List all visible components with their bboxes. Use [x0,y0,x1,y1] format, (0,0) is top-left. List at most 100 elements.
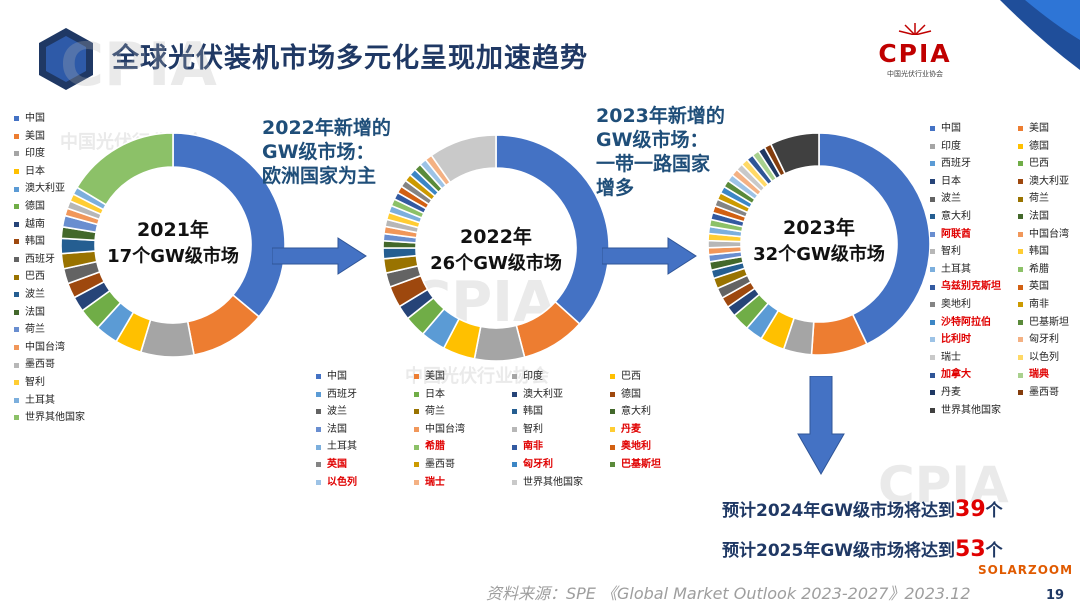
legend-label: 巴基斯坦 [621,458,661,470]
legend-item: 丹麦 [610,421,690,439]
legend-label: 丹麦 [941,386,961,398]
legend-item: 法国 [1018,208,1080,226]
legend-2022: 中国 美国 印度 巴西 西班牙 日本 澳大利亚 德国 波兰 荷兰 韩国 意大利 法国 中国台湾 智利 丹麦 土耳… [316,368,690,491]
legend-item: 越南 [14,216,85,234]
legend-swatch [316,444,321,450]
legend-item: 中国台湾 [1018,226,1080,244]
legend-item: 巴西 [610,368,690,386]
legend-item: 匈牙利 [1018,331,1080,349]
legend-label: 土耳其 [25,394,55,406]
legend-item: 意大利 [610,403,690,421]
legend-item: 美国 [14,128,85,146]
legend-item: 世界其他国家 [512,474,610,492]
legend-swatch [14,169,19,175]
legend-item: 荷兰 [1018,190,1080,208]
legend-label: 德国 [621,388,641,400]
legend-swatch [14,362,19,368]
legend-label: 波兰 [25,288,45,300]
annotation-line: 2023年新增的 [596,105,725,127]
legend-swatch [414,479,419,485]
hexagon-logo-icon [39,28,93,90]
legend-label: 韩国 [1029,246,1049,258]
legend-label: 日本 [25,165,45,177]
legend-item: 韩国 [14,233,85,251]
legend-swatch [930,214,935,220]
legend-item: 丹麦 [930,384,1018,402]
legend-item: 土耳其 [930,261,1018,279]
legend-item: 美国 [1018,120,1080,138]
legend-item: 波兰 [930,190,1018,208]
donut-center-label-2021: 2021年 17个GW级市场 [93,215,253,268]
legend-swatch [610,391,615,397]
legend-swatch [1018,214,1023,220]
legend-swatch [930,284,935,290]
legend-label: 巴西 [1029,158,1049,170]
legend-label: 巴基斯坦 [1029,316,1069,328]
legend-item: 印度 [930,138,1018,156]
legend-swatch [1018,126,1023,132]
legend-label: 中国台湾 [25,341,65,353]
legend-swatch [930,355,935,361]
legend-swatch [930,249,935,255]
legend-swatch [14,380,19,386]
annotation-line: GW级市场： [262,141,375,163]
legend-item: 南非 [512,438,610,456]
legend-label: 越南 [25,218,45,230]
legend-item: 智利 [14,374,85,392]
legend-label: 智利 [25,376,45,388]
legend-label: 智利 [941,246,961,258]
legend-item: 美国 [414,368,512,386]
page-title: 全球光伏装机市场多元化呈现加速趋势 [112,43,588,74]
donut-slice [473,324,526,362]
legend-label: 法国 [1029,210,1049,222]
legend-label: 德国 [1029,140,1049,152]
legend-item: 瑞士 [414,474,512,492]
legend-swatch [930,143,935,149]
legend-item: 波兰 [14,286,85,304]
legend-swatch [14,257,19,263]
legend-label: 墨西哥 [425,458,455,470]
legend-label: 土耳其 [941,263,971,275]
donut-slice [75,132,174,206]
donut-center-year: 2022年 [460,226,532,248]
legend-label: 沙特阿拉伯 [941,316,991,328]
legend-label: 澳大利亚 [25,183,65,195]
donut-center-count: 32个GW级市场 [753,244,885,265]
legend-label: 瑞典 [1029,369,1049,381]
legend-swatch [930,407,935,413]
legend-swatch [316,409,321,415]
down-arrow-icon [797,376,845,476]
legend-item: 西班牙 [930,155,1018,173]
prediction-text: 预计2025年GW级市场将达到 [722,541,956,561]
legend-swatch [14,345,19,351]
legend-swatch [930,372,935,378]
legend-item: 德国 [610,386,690,404]
legend-label: 智利 [523,423,543,435]
legend-item: 乌兹别克斯坦 [930,278,1018,296]
legend-item: 世界其他国家 [14,409,85,427]
legend-swatch [930,390,935,396]
legend-swatch [1018,337,1023,343]
legend-item: 韩国 [512,403,610,421]
annotation-line: 增多 [596,177,635,199]
legend-label: 墨西哥 [1029,386,1059,398]
legend-swatch [414,374,419,380]
donut-center-count: 26个GW级市场 [430,253,562,274]
legend-item: 墨西哥 [414,456,512,474]
legend-swatch [512,479,517,485]
legend-swatch [414,444,419,450]
legend-swatch [610,374,615,380]
legend-swatch [414,427,419,433]
legend-swatch [414,391,419,397]
legend-swatch [316,479,321,485]
legend-label: 意大利 [621,406,651,418]
legend-label: 印度 [25,148,45,160]
legend-label: 法国 [327,423,347,435]
legend-swatch [610,409,615,415]
legend-label: 比利时 [941,334,971,346]
legend-swatch [1018,284,1023,290]
prediction-unit: 个 [985,541,1003,561]
legend-swatch [610,462,615,468]
legend-swatch [512,427,517,433]
legend-label: 加拿大 [941,369,971,381]
